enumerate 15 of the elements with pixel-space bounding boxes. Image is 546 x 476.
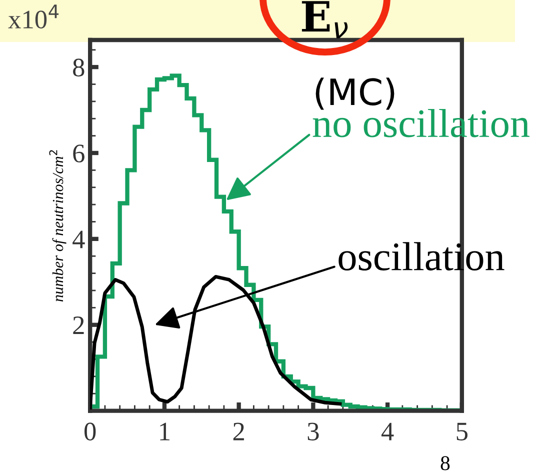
- text: 8: [440, 456, 450, 470]
- x-tick-label: 3: [308, 422, 319, 440]
- x-tick-label: 5: [456, 422, 468, 440]
- text: (MC): [316, 78, 394, 110]
- y-tick-label: 2: [73, 316, 84, 334]
- y-tick-label: 6: [73, 144, 84, 162]
- x-tick-label: 2: [233, 422, 244, 440]
- chart-title: E$_{ν}$: [302, 1, 348, 38]
- x-tick-label: 4: [381, 422, 394, 440]
- x-tick-label: 1: [160, 422, 170, 440]
- y-tick-label: 4: [72, 230, 85, 248]
- x-tick-label: 0: [84, 422, 96, 440]
- text: x10$^{4}$: [8, 4, 59, 28]
- y-axis-title: number of neutrinos/cm$^{2}$: [49, 150, 66, 302]
- y-tick-label: 8: [73, 58, 84, 76]
